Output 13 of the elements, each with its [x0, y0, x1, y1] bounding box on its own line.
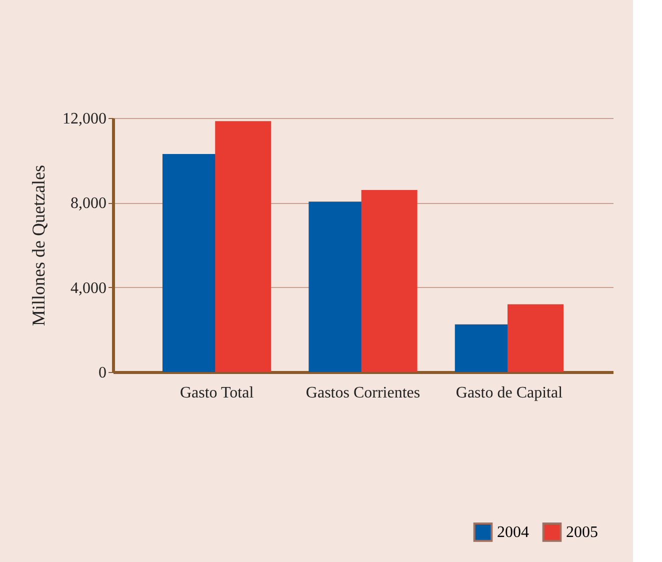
bar: [361, 190, 418, 372]
legend-label: 2005: [566, 524, 598, 542]
x-tick-label: Gastos Corrientes: [306, 384, 420, 402]
y-tick-label: 0: [98, 364, 106, 382]
y-tick-label: 4,000: [70, 280, 106, 297]
x-tick-label: Gasto Total: [180, 384, 254, 402]
y-tick-label: 12,000: [62, 110, 106, 128]
y-tick-label: 8,000: [70, 195, 106, 212]
bar: [508, 304, 564, 372]
bar: [215, 121, 272, 372]
y-axis-title: Millones de Quetzales: [28, 165, 48, 326]
x-tick-label: Gasto de Capital: [456, 384, 564, 402]
legend-label: 2004: [497, 524, 529, 542]
